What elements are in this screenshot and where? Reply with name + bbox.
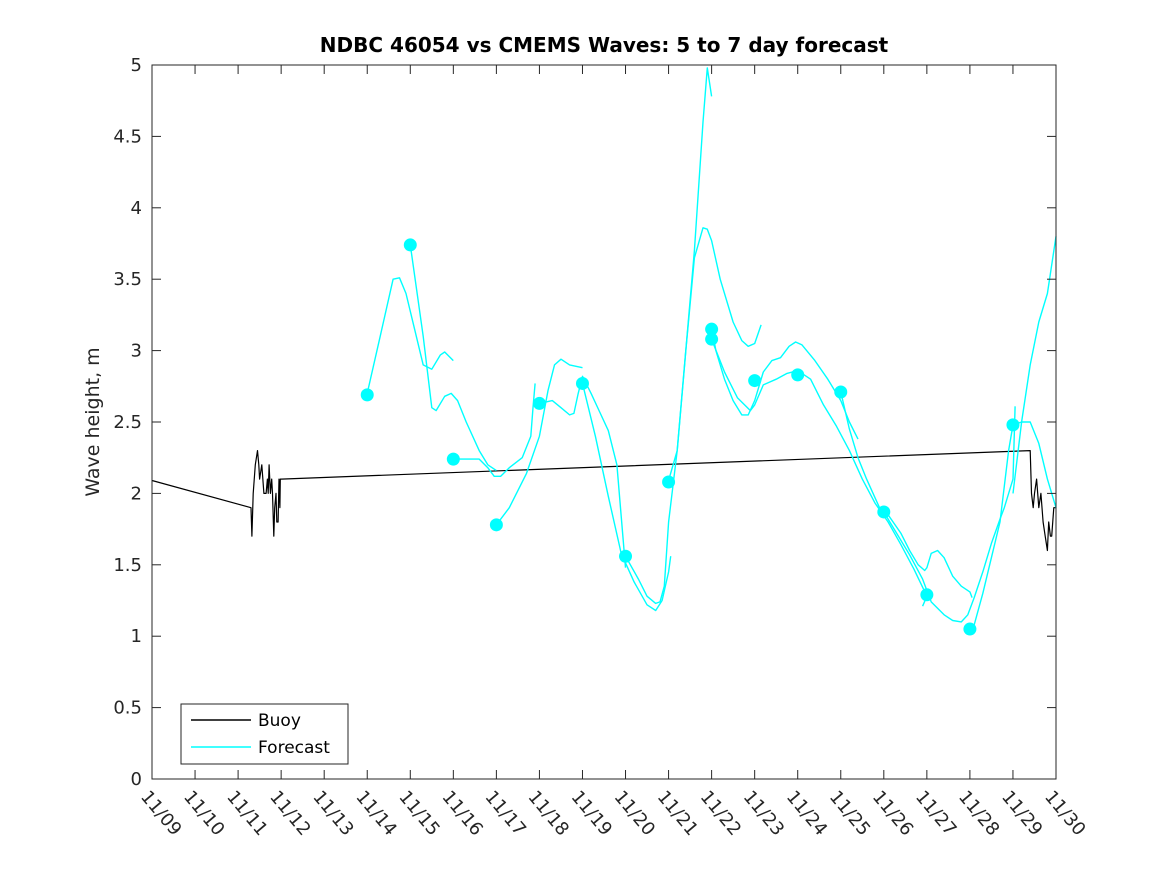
forecast-marker-16 <box>1006 418 1020 432</box>
buoy-line-0 <box>151 450 1056 552</box>
x-tick-label: 11/14 <box>351 787 400 840</box>
x-tick-label: 11/17 <box>481 787 530 840</box>
y-tick-label: 2 <box>131 483 142 504</box>
x-tick-label: 11/12 <box>265 787 314 840</box>
forecast-line-11 <box>883 406 1016 623</box>
x-tick-label: 11/23 <box>739 787 788 840</box>
y-tick-label: 4 <box>131 198 142 219</box>
forecast-line-1 <box>409 244 497 472</box>
forecast-marker-11 <box>791 368 805 382</box>
forecast-marker-1 <box>403 238 417 252</box>
forecast-line-12 <box>969 421 1057 630</box>
x-tick-label: 11/25 <box>825 787 874 840</box>
forecast-line-6 <box>624 67 713 605</box>
y-tick-label: 0.5 <box>113 698 142 719</box>
forecast-marker-10 <box>748 374 762 388</box>
y-tick-label: 3.5 <box>113 269 142 290</box>
y-tick-label: 5 <box>131 55 142 76</box>
x-tick-label: 11/10 <box>179 787 228 840</box>
y-tick-label: 0 <box>131 769 142 790</box>
forecast-marker-8 <box>705 322 719 336</box>
x-tick-label: 11/20 <box>610 787 659 840</box>
legend-box <box>180 703 349 765</box>
forecast-line-13 <box>1012 236 1057 494</box>
chart-title: NDBC 46054 vs CMEMS Waves: 5 to 7 day fo… <box>320 33 889 57</box>
x-tick-label: 11/30 <box>1040 787 1089 840</box>
forecast-line-3 <box>495 358 583 526</box>
legend: Buoy Forecast <box>180 703 349 765</box>
y-tick-label: 2.5 <box>113 412 142 433</box>
forecast-marker-13 <box>877 505 891 519</box>
forecast-marker-7 <box>662 475 676 489</box>
forecast-marker-0 <box>360 388 374 402</box>
plot-area <box>151 65 1057 779</box>
y-tick-label: 1.5 <box>113 555 142 576</box>
forecast-line-7 <box>667 227 762 481</box>
forecast-line-8 <box>710 327 859 440</box>
x-tick-label: 11/15 <box>394 787 443 840</box>
forecast-marker-6 <box>619 549 633 563</box>
x-tick-label: 11/18 <box>524 787 573 840</box>
forecast-line-9 <box>710 338 928 607</box>
forecast-marker-2 <box>446 452 460 466</box>
legend-label-buoy: Buoy <box>258 711 301 731</box>
x-tick-label: 11/19 <box>567 787 616 840</box>
forecast-marker-3 <box>489 518 503 532</box>
forecast-marker-5 <box>575 376 589 390</box>
forecast-line-0 <box>366 277 454 394</box>
forecast-marker-4 <box>532 396 546 410</box>
x-tick-label: 11/09 <box>136 787 185 840</box>
y-tick-label: 4.5 <box>113 126 142 147</box>
x-tick-label: 11/16 <box>438 787 487 840</box>
x-tick-label: 11/13 <box>308 787 357 840</box>
x-tick-label: 11/29 <box>997 787 1046 840</box>
y-tick-label: 1 <box>131 626 142 647</box>
y-tick-label: 3 <box>131 341 142 362</box>
legend-label-forecast: Forecast <box>258 738 330 758</box>
x-tick-label: 11/27 <box>911 787 960 840</box>
forecast-marker-12 <box>834 385 848 399</box>
x-tick-label: 11/21 <box>653 787 702 840</box>
x-tick-label: 11/11 <box>222 787 271 840</box>
forecast-marker-14 <box>920 588 934 602</box>
forecast-line-5 <box>581 383 672 612</box>
x-tick-label: 11/26 <box>868 787 917 840</box>
x-tick-label: 11/28 <box>954 787 1003 840</box>
forecast-marker-15 <box>963 622 977 636</box>
forecast-line-2 <box>453 383 536 477</box>
x-tick-label: 11/24 <box>782 787 831 840</box>
forecast-line-10 <box>840 391 973 598</box>
forecast-marker-9 <box>705 332 719 346</box>
y-axis-label: Wave height, m <box>82 347 104 496</box>
x-tick-label: 11/22 <box>696 787 745 840</box>
